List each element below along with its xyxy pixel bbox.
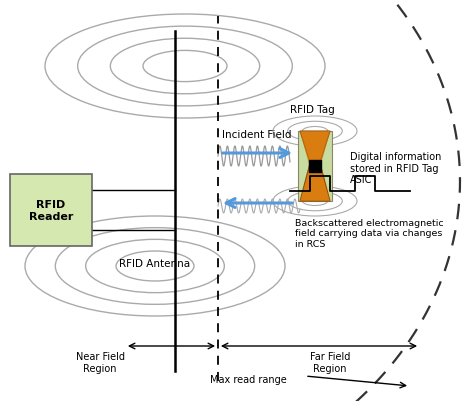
Polygon shape: [300, 132, 330, 201]
FancyBboxPatch shape: [298, 132, 332, 201]
Bar: [309, 160, 321, 172]
Text: Far Field
Region: Far Field Region: [310, 351, 350, 373]
Text: Max read range: Max read range: [210, 374, 287, 384]
Text: Backscattered electromagnetic
field carrying data via changes
in RCS: Backscattered electromagnetic field carr…: [295, 219, 444, 248]
Text: Near Field
Region: Near Field Region: [75, 351, 125, 373]
Text: RFID Antenna: RFID Antenna: [119, 258, 191, 268]
Text: RFID
Reader: RFID Reader: [29, 200, 73, 221]
FancyBboxPatch shape: [10, 174, 92, 246]
Text: RFID Tag: RFID Tag: [290, 105, 335, 115]
Text: Digital information
stored in RFID Tag
ASIC: Digital information stored in RFID Tag A…: [350, 152, 441, 185]
Polygon shape: [300, 132, 330, 201]
Text: Incident Field: Incident Field: [222, 130, 292, 140]
